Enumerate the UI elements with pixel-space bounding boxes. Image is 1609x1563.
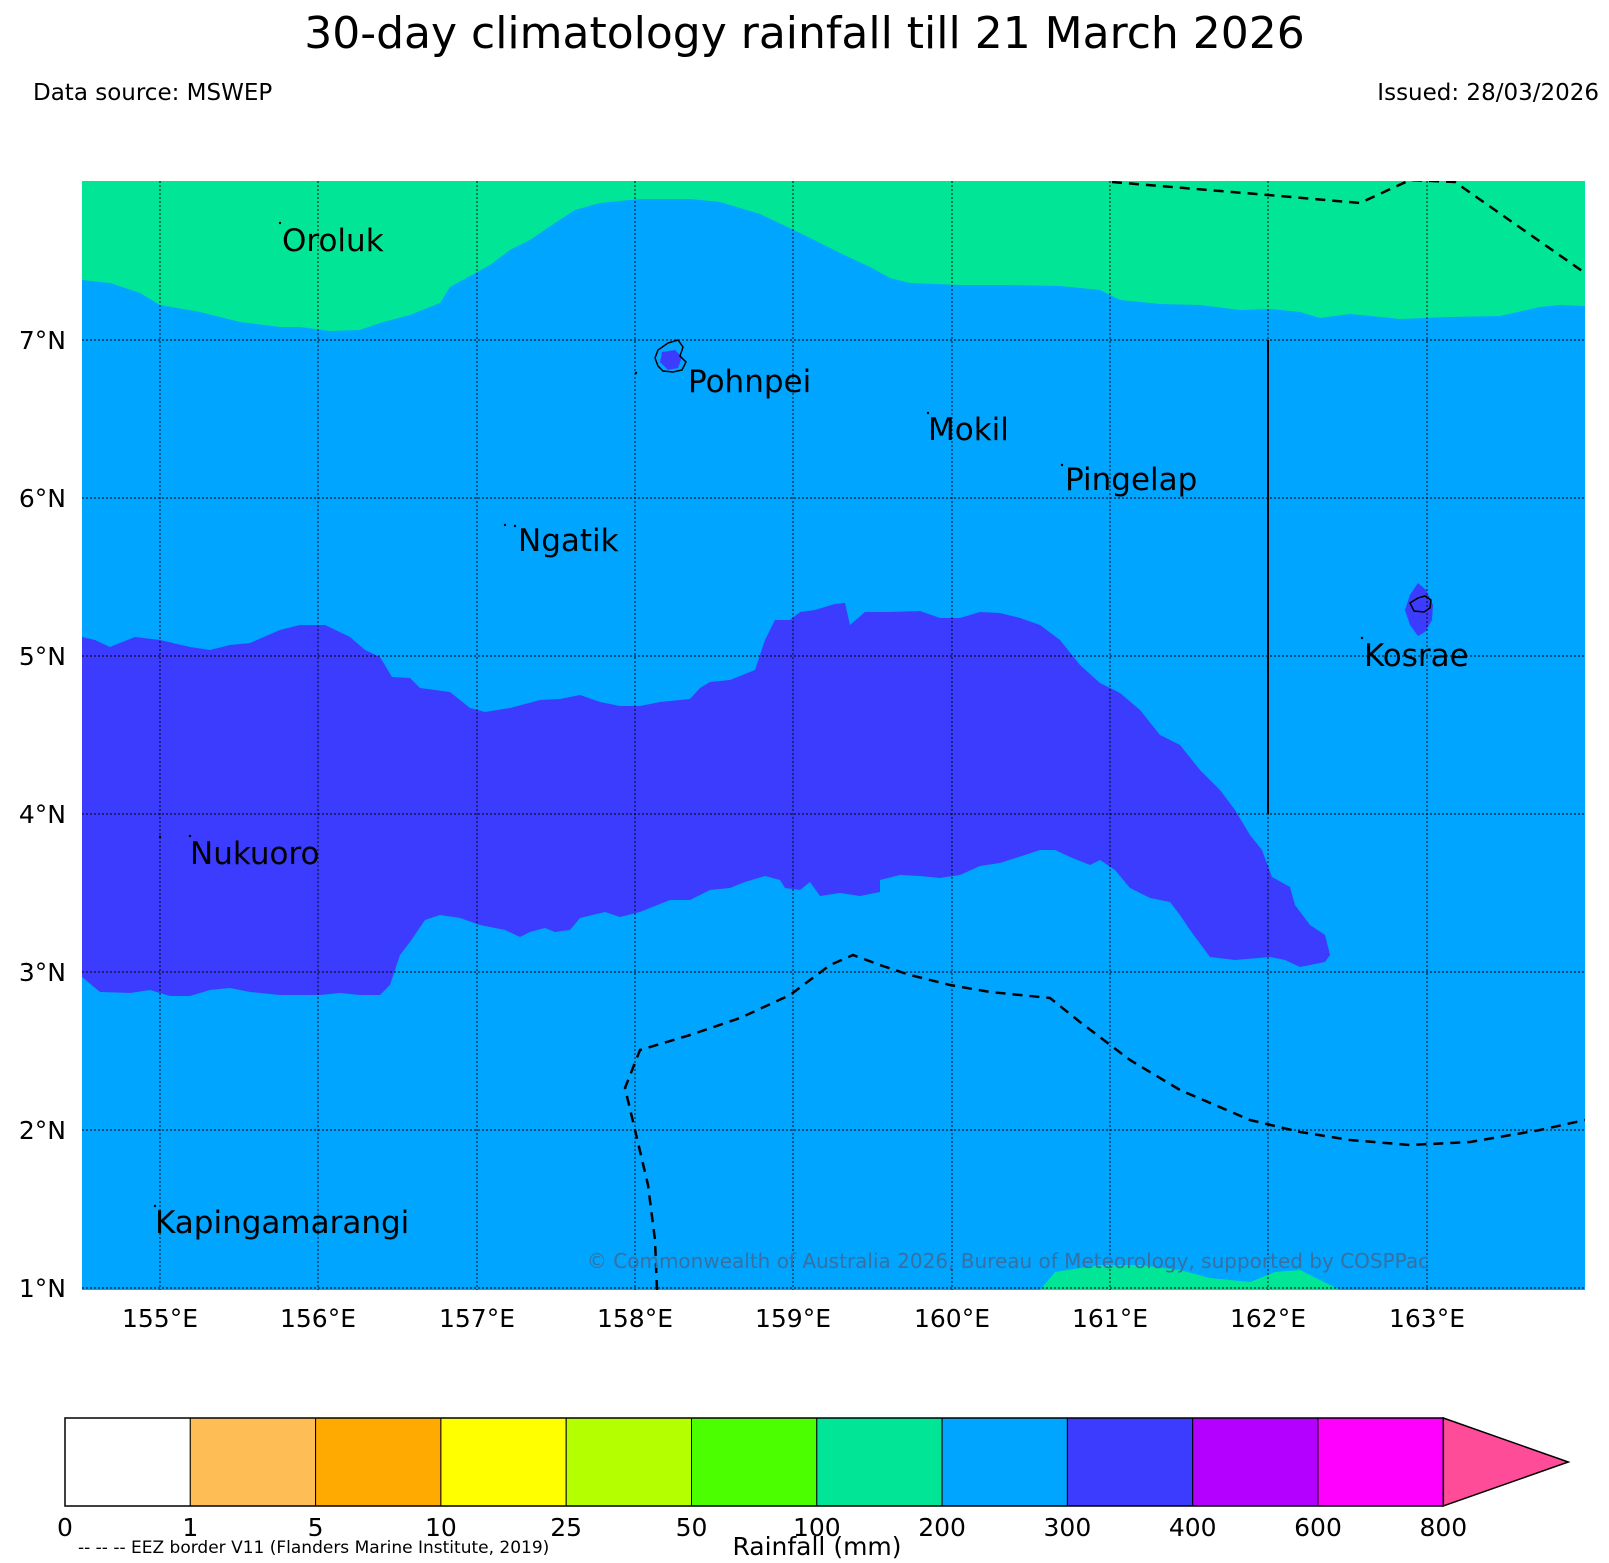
colorbar-tick-label: 50: [676, 1513, 708, 1542]
colorbar-segment: [1192, 1417, 1319, 1507]
place-label-nukuoro: Nukuoro: [190, 836, 319, 872]
eez-borders: [623, 181, 1585, 1290]
rainfall-field: Oroluk Pohnpei Mokil Pingelap Ngatik Kos…: [82, 181, 1585, 1290]
colorbar-outline: [64, 1417, 1445, 1507]
colorbar-segment: [1317, 1417, 1444, 1507]
lat-tick-label: 3°N: [19, 958, 66, 987]
place-label-mokil: Mokil: [928, 412, 1009, 448]
rainfall-band-100-200-south: [1040, 1265, 1340, 1290]
rainfall-band-300-400-body: [82, 603, 1330, 996]
lat-tick-label: 1°N: [19, 1274, 66, 1303]
colorbar: [64, 1416, 1571, 1508]
longitude-tick-labels: 155°E 156°E 157°E 158°E 159°E 160°E 161°…: [122, 1304, 1465, 1333]
lon-tick-label: 155°E: [122, 1304, 198, 1333]
issued-date-label: Issued: 28/03/2026: [1377, 80, 1599, 106]
lon-tick-label: 163°E: [1389, 1304, 1465, 1333]
atoll-markers: [153, 221, 1364, 1208]
colorbar-tick-labels: 0 1 5 10 25 50 100 200 300 400 600 800: [57, 1513, 1467, 1542]
lat-tick-label: 2°N: [19, 1116, 66, 1145]
copyright-notice: © Commonwealth of Australia 2026, Bureau…: [587, 1249, 1429, 1273]
colorbar-label: Rainfall (mm): [732, 1532, 901, 1561]
lon-tick-label: 160°E: [914, 1304, 990, 1333]
colorbar-segment: [941, 1417, 1068, 1507]
colorbar-tick-label: 0: [57, 1513, 73, 1542]
lat-tick-label: 4°N: [19, 800, 66, 829]
lon-tick-label: 157°E: [439, 1304, 515, 1333]
colorbar-tick-label: 400: [1169, 1513, 1217, 1542]
colorbar-segment: [64, 1417, 191, 1507]
colorbar-segment: [816, 1417, 943, 1507]
colorbar-segment: [1066, 1417, 1194, 1507]
lat-tick-label: 6°N: [19, 484, 66, 513]
colorbar-tick-label: 5: [308, 1513, 324, 1542]
colorbar-segment: [565, 1417, 693, 1507]
data-source-label: Data source: MSWEP: [33, 80, 273, 106]
kosrae-coastline: [1409, 595, 1432, 613]
colorbar-tick-label: 800: [1419, 1513, 1467, 1542]
place-label-oroluk: Oroluk: [282, 223, 384, 259]
colorbar-tick-label: 25: [550, 1513, 582, 1542]
pohnpei-rain-patch: [660, 350, 682, 370]
colorbar-tick-label: 600: [1294, 1513, 1342, 1542]
lon-tick-label: 161°E: [1072, 1304, 1148, 1333]
colorbar-extend-arrow: [1442, 1416, 1571, 1508]
lon-tick-label: 156°E: [280, 1304, 356, 1333]
colorbar-tick-label: 100: [793, 1513, 841, 1542]
colorbar-tick-label: 10: [425, 1513, 457, 1542]
place-label-kapingamarangi: Kapingamarangi: [155, 1205, 409, 1241]
latitude-tick-labels: 1°N 2°N 3°N 4°N 5°N 6°N 7°N: [19, 326, 66, 1303]
colorbar-tick-label: 1: [182, 1513, 198, 1542]
place-label-pohnpei: Pohnpei: [688, 364, 811, 400]
graticule: [82, 181, 1585, 1290]
colorbar-tick-label: 200: [918, 1513, 966, 1542]
colorbar-segment: [691, 1417, 818, 1507]
colorbar-segment: [189, 1417, 317, 1507]
colorbar-segment: [440, 1417, 567, 1507]
eez-border-south: [623, 953, 1585, 1290]
eez-border-north: [1111, 181, 1585, 275]
lon-tick-label: 158°E: [597, 1304, 673, 1333]
lon-tick-label: 162°E: [1230, 1304, 1306, 1333]
pohnpei-coastline: [654, 339, 687, 373]
place-label-kosrae: Kosrae: [1364, 638, 1469, 674]
colorbar-segment: [315, 1417, 442, 1507]
eez-legend-note: -- -- -- EEZ border V11 (Flanders Marine…: [78, 1538, 549, 1558]
lon-tick-label: 159°E: [755, 1304, 831, 1333]
place-label-ngatik: Ngatik: [518, 523, 619, 559]
colorbar-tick-label: 300: [1044, 1513, 1092, 1542]
rainfall-band-100-200-north: [82, 181, 1585, 331]
map-title: 30-day climatology rainfall till 21 Marc…: [304, 8, 1305, 59]
place-label-pingelap: Pingelap: [1065, 462, 1197, 498]
lat-tick-label: 5°N: [19, 642, 66, 671]
lat-tick-label: 7°N: [19, 326, 66, 355]
